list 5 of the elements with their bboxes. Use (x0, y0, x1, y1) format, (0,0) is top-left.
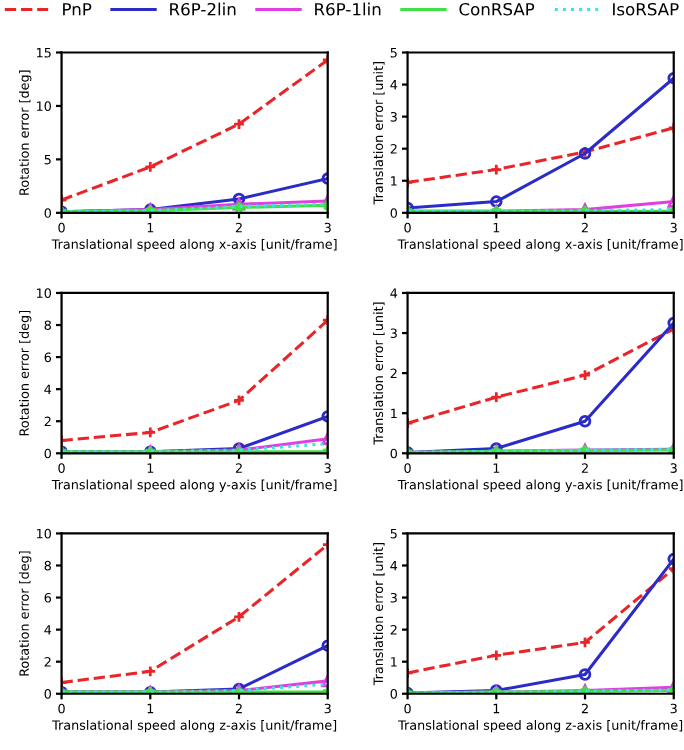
legend-label: ConRSAP (459, 2, 535, 16)
legend-label: R6P-1lin (315, 2, 381, 16)
legend-label: IsoRSAP (613, 2, 679, 16)
legend-label: PnP (63, 3, 92, 16)
legend-label: R6P-2lin (170, 2, 236, 16)
